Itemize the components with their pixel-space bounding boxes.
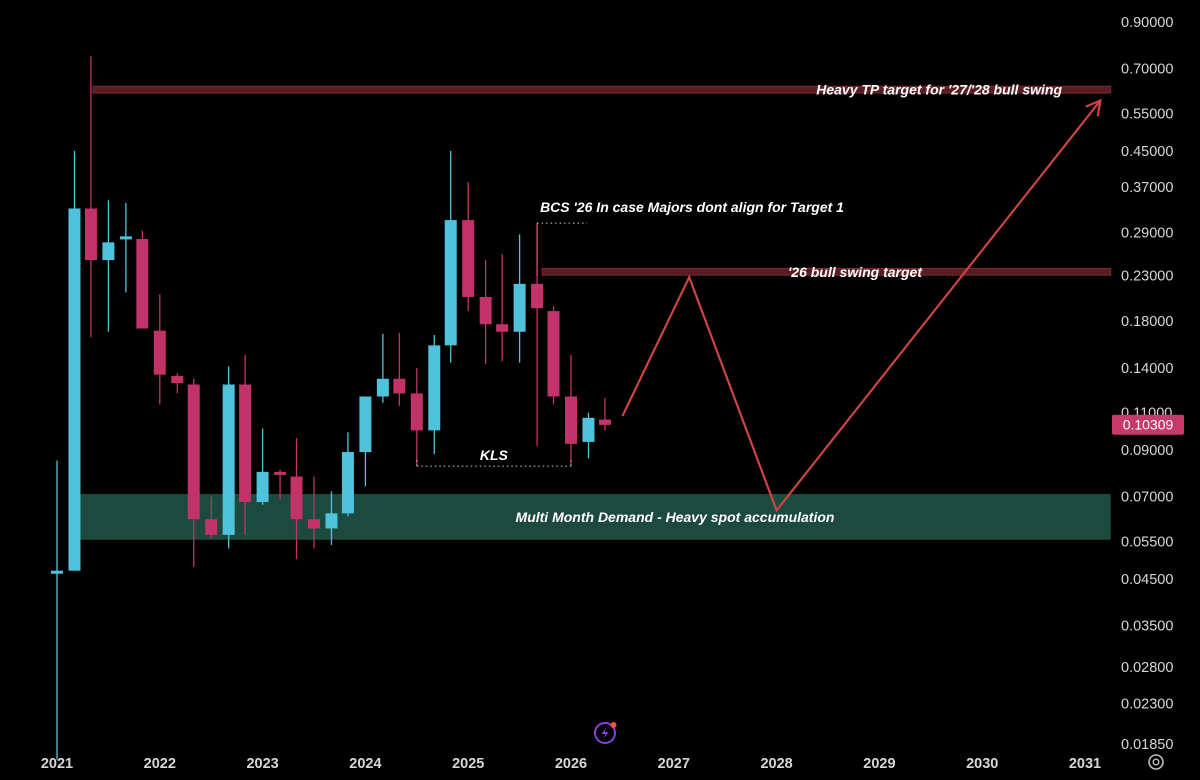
candle-body xyxy=(513,283,526,332)
candle-body xyxy=(531,283,544,309)
x-tick-label: 2023 xyxy=(246,756,278,772)
candle-body xyxy=(325,513,338,529)
y-tick-label: 0.09000 xyxy=(1121,443,1173,459)
candle-body xyxy=(290,476,303,520)
candle-body xyxy=(68,208,81,571)
y-tick-label: 0.45000 xyxy=(1121,144,1173,160)
zone-bull-swing-26 xyxy=(541,267,1112,276)
y-tick-label: 0.01850 xyxy=(1121,737,1173,753)
candle-body xyxy=(256,471,269,503)
y-tick-label: 0.18000 xyxy=(1121,314,1173,330)
heavy-tp-label: Heavy TP target for '27/'28 bull swing xyxy=(816,82,1062,98)
candle-body xyxy=(84,208,97,261)
y-tick-label: 0.70000 xyxy=(1121,62,1173,78)
candle-body xyxy=(205,519,218,535)
candle-body xyxy=(341,452,354,514)
candle-body xyxy=(410,393,423,431)
candle-body xyxy=(496,324,509,332)
y-tick-label: 0.55000 xyxy=(1121,107,1173,123)
x-tick-label: 2025 xyxy=(452,756,484,772)
candle-body xyxy=(102,242,115,261)
projection-path xyxy=(621,99,1102,513)
x-axis: 2021 2022 2023 2024 2025 2026 2027 2028 2029 2030… xyxy=(41,756,1101,772)
x-tick-label: 2027 xyxy=(658,756,690,772)
y-axis: 0.90000 0.70000 0.55000 0.45000 0.37000 0.290… xyxy=(1121,15,1173,753)
y-tick-label: 0.90000 xyxy=(1121,15,1173,31)
annotations-layer: Heavy TP target for '27/'28 bull swing B… xyxy=(416,82,1102,525)
bull-swing-label: '26 bull swing target xyxy=(788,264,923,280)
y-tick-label: 0.23000 xyxy=(1121,269,1173,285)
demand-label: Multi Month Demand - Heavy spot accumula… xyxy=(516,509,835,525)
current-price-tag: 0.10309 xyxy=(1112,414,1184,435)
bcs-label: BCS '26 In case Majors dont align for Ta… xyxy=(540,199,844,215)
x-tick-label: 2024 xyxy=(349,756,381,772)
y-tick-label: 0.02800 xyxy=(1121,660,1173,676)
y-tick-label: 0.37000 xyxy=(1121,180,1173,196)
candle-body xyxy=(462,220,475,297)
settings-gear-icon[interactable] xyxy=(1148,754,1164,770)
candle-body xyxy=(51,570,63,574)
candle-body xyxy=(119,236,132,240)
candle-body xyxy=(153,330,166,375)
x-tick-label: 2028 xyxy=(760,756,792,772)
candle-body xyxy=(376,378,389,397)
current-price-tag-text: 0.10309 xyxy=(1123,417,1174,433)
x-tick-label: 2029 xyxy=(863,756,895,772)
y-tick-label: 0.29000 xyxy=(1121,225,1173,241)
x-tick-label: 2030 xyxy=(966,756,998,772)
candles-layer xyxy=(51,55,611,760)
candle-body xyxy=(171,375,184,384)
candle-body xyxy=(308,519,320,529)
candle-body xyxy=(187,384,200,520)
candle-body xyxy=(598,419,611,425)
y-tick-label: 0.04500 xyxy=(1121,572,1173,588)
y-tick-label: 0.03500 xyxy=(1121,618,1173,634)
lightning-logo-icon xyxy=(594,722,617,744)
x-tick-label: 2031 xyxy=(1069,756,1101,772)
candle-body xyxy=(444,220,457,346)
candle-body xyxy=(136,239,149,329)
y-tick-label: 0.14000 xyxy=(1121,361,1173,377)
x-tick-label: 2021 xyxy=(41,756,73,772)
candle-body xyxy=(274,471,287,475)
candle-body xyxy=(565,396,577,444)
candle-body xyxy=(547,311,560,397)
candle-body xyxy=(239,384,252,503)
candle-body xyxy=(479,296,492,325)
zone-heavy-tp xyxy=(92,85,1112,94)
x-tick-label: 2022 xyxy=(144,756,176,772)
y-tick-label: 0.05500 xyxy=(1121,534,1173,550)
candle-body xyxy=(582,417,595,442)
candle-body xyxy=(359,396,372,453)
candle-body xyxy=(222,384,235,535)
projection-arrowhead xyxy=(1085,98,1102,117)
x-tick-label: 2026 xyxy=(555,756,587,772)
y-tick-label: 0.02300 xyxy=(1121,697,1173,713)
candle-body xyxy=(393,378,406,394)
candle-body xyxy=(428,345,441,431)
kls-label: KLS xyxy=(480,447,509,463)
y-tick-label: 0.07000 xyxy=(1121,490,1173,506)
current-price-tag-bg xyxy=(1112,414,1184,435)
